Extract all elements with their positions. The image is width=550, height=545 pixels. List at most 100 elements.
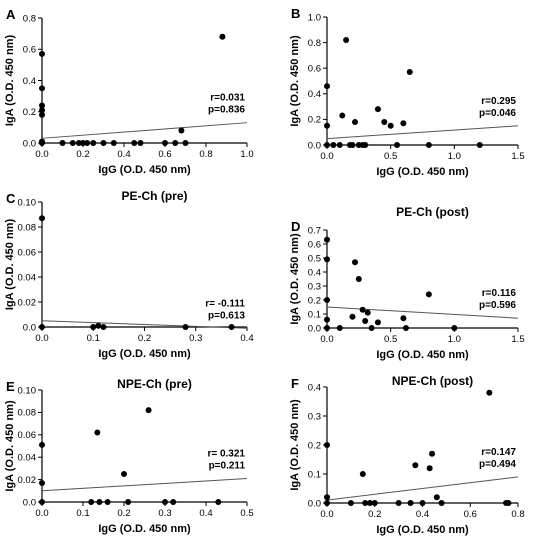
data-point (90, 324, 97, 330)
x-tick-label: 0.8 (199, 149, 212, 160)
data-point (364, 309, 371, 316)
data-point (486, 389, 493, 396)
data-point (324, 256, 330, 263)
r-value: r= 0.321 (207, 448, 245, 459)
x-tick-label: 0.0 (35, 508, 48, 519)
data-point (426, 465, 433, 472)
data-point (219, 33, 226, 40)
x-tick-label: 1.0 (448, 334, 461, 345)
data-point (412, 462, 419, 469)
data-point (39, 140, 45, 146)
y-tick-label: 0.4 (308, 89, 321, 100)
data-point (407, 500, 414, 506)
data-point (347, 500, 354, 506)
x-tick-label: 0.3 (189, 333, 202, 344)
y-tick-label: 0.08 (18, 222, 37, 233)
x-tick-label: 0.4 (416, 509, 429, 520)
data-point (162, 140, 168, 146)
panel-letter: A (6, 7, 16, 22)
data-point (39, 499, 45, 505)
data-point (324, 325, 330, 331)
x-tick-label: 1.0 (448, 151, 461, 162)
data-point (400, 315, 407, 322)
data-point (182, 324, 189, 330)
y-tick-label: 0.2 (308, 295, 321, 306)
y-axis-label: IgA (O.D. 450 nm) (4, 219, 16, 311)
data-point (402, 325, 409, 331)
p-value: p=0.596 (479, 300, 516, 311)
y-axis-label: IgA (O.D. 450 nm) (289, 399, 301, 491)
data-point (215, 499, 222, 505)
data-point (425, 291, 432, 298)
x-axis-label: IgG (O.D. 450 nm) (376, 166, 469, 178)
panel-letter: D (291, 219, 300, 234)
x-tick-label: 0.4 (199, 508, 212, 519)
data-point (39, 85, 45, 92)
y-tick-label: 0.06 (18, 247, 37, 258)
x-tick-label: 0.2 (138, 333, 151, 344)
data-point (406, 69, 413, 76)
data-point (121, 471, 127, 477)
data-point (438, 500, 445, 506)
x-tick-label: 0.5 (384, 334, 397, 345)
data-point (387, 122, 394, 129)
x-tick-label: 0.0 (320, 509, 333, 520)
data-point (395, 500, 402, 506)
data-point (451, 325, 458, 331)
y-tick-label: 0.0 (308, 498, 321, 509)
panel-letter: B (291, 6, 300, 21)
data-point (324, 316, 330, 323)
data-point (39, 50, 45, 57)
y-tick-label: 0.02 (18, 475, 37, 486)
data-point (228, 324, 235, 330)
regression-line (326, 476, 519, 501)
data-point (172, 140, 179, 146)
y-tick-label: 0.04 (18, 453, 37, 464)
y-tick-label: 0.3 (308, 281, 321, 292)
y-tick-label: 0.4 (23, 76, 36, 87)
x-tick-label: 0.3 (158, 508, 171, 519)
y-axis-label: IgA (O.D. 450 nm) (4, 400, 16, 492)
x-tick-label: 0.5 (384, 151, 397, 162)
x-tick-label: 1.5 (511, 151, 524, 162)
y-tick-label: 0.3 (308, 411, 321, 422)
x-axis-label: IgG (O.D. 450 nm) (376, 524, 469, 536)
x-axis-label: IgG (O.D. 450 nm) (98, 348, 191, 360)
y-tick-label: 0.2 (23, 107, 36, 118)
p-value: p=0.494 (479, 459, 516, 470)
data-point (394, 142, 401, 148)
y-tick-label: 0.6 (23, 45, 36, 56)
y-tick-label: 0.0 (23, 497, 36, 508)
p-value: p=0.613 (208, 310, 245, 321)
data-point (324, 83, 330, 90)
y-axis-label: IgA (O.D. 450 nm) (4, 35, 16, 127)
y-tick-label: 0.1 (308, 309, 321, 320)
x-tick-label: 0.4 (240, 333, 253, 344)
data-point (419, 500, 426, 506)
y-tick-label: 0.2 (308, 440, 321, 451)
y-axis-label: IgA (O.D. 450 nm) (289, 233, 301, 325)
data-point (324, 297, 330, 303)
y-tick-label: 0.10 (18, 385, 37, 396)
r-value: r=0.295 (481, 96, 516, 107)
data-point (137, 140, 144, 146)
data-point (104, 499, 111, 505)
data-point (39, 102, 45, 109)
panel-letter: E (6, 379, 15, 394)
data-point (178, 127, 185, 134)
data-point (476, 142, 483, 148)
y-tick-label: 0.6 (308, 239, 321, 250)
data-point (352, 259, 359, 266)
panel-letter: C (6, 191, 16, 206)
x-tick-label: 0.0 (320, 151, 333, 162)
data-point (324, 142, 330, 148)
data-point (145, 407, 152, 414)
data-point (324, 236, 330, 243)
x-tick-label: 0.2 (368, 509, 381, 520)
x-tick-label: 1.5 (511, 334, 524, 345)
y-tick-label: 0.2 (308, 115, 321, 126)
data-point (324, 442, 330, 448)
y-tick-label: 0.0 (23, 138, 36, 149)
panel-letter: F (291, 376, 299, 391)
